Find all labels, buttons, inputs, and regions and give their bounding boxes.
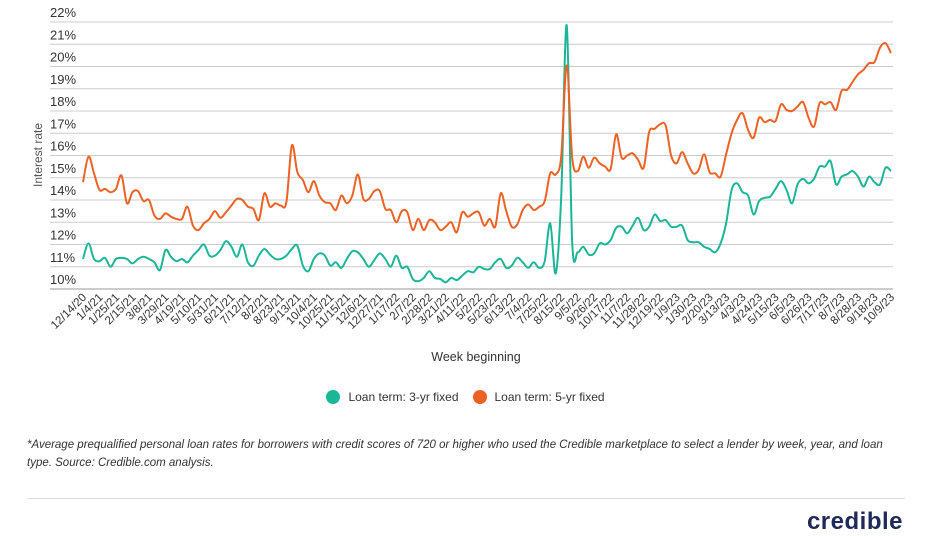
series-line-3yr [82, 24, 892, 284]
legend-swatch-3yr [326, 390, 341, 404]
y-tick-label: 10% [50, 272, 76, 287]
legend-label-5yr: Loan term: 5-yr fixed [494, 390, 605, 404]
line-chart: 10% 11% 12% 13% 14% 15% 16% 17% 18% 19% 20% 21% 22% I… [31, 5, 897, 364]
x-axis-label: Week beginning [431, 350, 520, 364]
y-tick-label: 11% [50, 250, 75, 265]
legend-label-3yr: Loan term: 3-yr fixed [348, 390, 459, 404]
y-tick-label: 18% [50, 94, 76, 109]
y-tick-label: 21% [50, 27, 76, 42]
legend-item-3yr[interactable]: Loan term: 3-yr fixed [326, 390, 459, 404]
y-tick-label: 17% [50, 116, 76, 131]
y-axis-label: Interest rate [31, 123, 45, 187]
legend: Loan term: 3-yr fixed Loan term: 5-yr fi… [0, 390, 931, 404]
y-tick-label: 20% [50, 50, 76, 65]
y-tick-label: 13% [50, 205, 76, 220]
legend-swatch-5yr [472, 390, 487, 404]
series-line-5yr [82, 41, 892, 234]
credible-logo: credible [806, 508, 903, 535]
footnote: *Average prequalified personal loan rate… [27, 439, 883, 469]
y-tick-label: 12% [50, 228, 76, 243]
y-tick-label: 16% [50, 139, 76, 154]
divider [27, 498, 905, 499]
y-tick-label: 19% [50, 72, 76, 87]
y-tick-label: 14% [50, 183, 76, 198]
legend-item-5yr[interactable]: Loan term: 5-yr fixed [472, 390, 605, 404]
y-tick-label: 15% [50, 161, 76, 176]
y-tick-label: 22% [50, 5, 76, 20]
